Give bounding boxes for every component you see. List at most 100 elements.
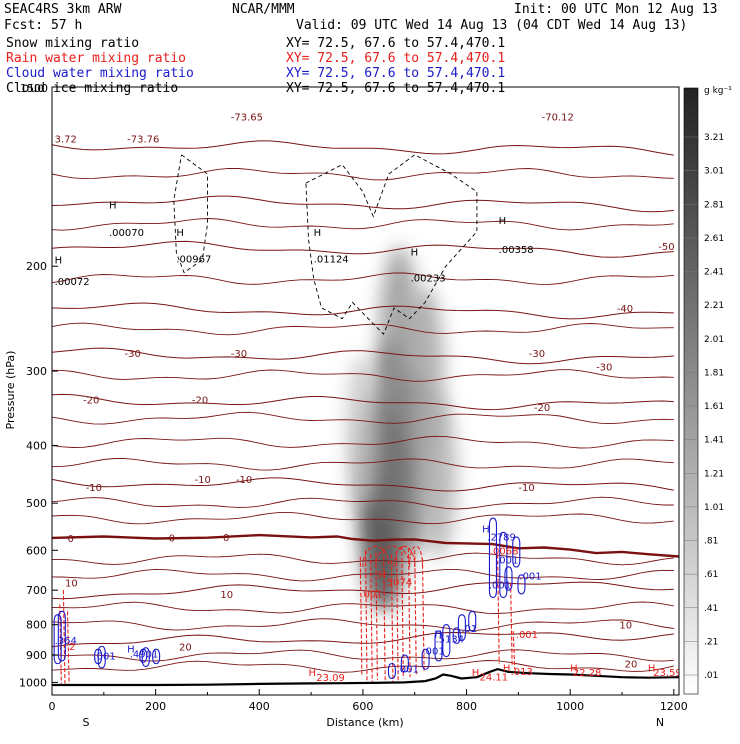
isotherm-minor-6: [52, 435, 674, 449]
field-max-label-35: 24.11: [480, 672, 509, 683]
cloud-water-blob-0: [53, 614, 62, 665]
cloud-water-blob-10: [434, 630, 443, 662]
field-max-label-0: H: [109, 201, 117, 212]
y-tick-label-900: 900: [26, 649, 47, 662]
plot-area: -73.65 -73.76 3.72 -70.12 -50 -40 -30 -30 -30 -30…: [52, 112, 679, 687]
field-max-label-11: .00072: [55, 277, 90, 288]
isotherm--30: [52, 347, 674, 365]
colorbar: g kg⁻¹ 3.21 3.01 2.81 2.61 2.41 2.21 2.01 1.81 1…: [683, 86, 732, 695]
colorbar-label-2: 2.81: [704, 200, 724, 210]
isotherm--20: [52, 393, 674, 411]
y-tick-label-700: 700: [26, 584, 47, 597]
field-max-label-5: .01124: [314, 254, 349, 265]
rain-column-6: [375, 552, 378, 680]
init-time: Init: 00 UTC Mon 12 Aug 13: [514, 2, 718, 17]
field-max-label-18: .001: [496, 556, 518, 567]
colorbar-label-12: .81: [704, 537, 718, 547]
y-tick-label-1000: 1000: [19, 676, 47, 689]
field-max-label-22: H: [434, 629, 442, 640]
isotherm-label-3: -70.12: [542, 112, 574, 123]
field-name-cloud-ice: Cloud ice mixing ratio: [6, 81, 178, 96]
y-tick-label-800: 800: [26, 619, 47, 632]
colorbar-label-5: 2.21: [704, 301, 724, 311]
isotherm-label-8: -30: [529, 349, 545, 360]
isotherm-label-7: -30: [231, 349, 247, 360]
field-max-label-10: H: [55, 256, 63, 267]
isotherm-label-16: -10: [86, 483, 102, 494]
cloud-ice-outline-0: [173, 154, 208, 274]
field-name-cloud-water: Cloud water mixing ratio: [6, 66, 194, 81]
field-max-label-37: .013: [511, 667, 533, 678]
field-xy-cloud-ice: XY= 72.5, 67.6 to 57.4,470.1: [286, 81, 505, 96]
field-name-rain: Rain water mixing ratio: [6, 51, 186, 66]
rain-column-3: [359, 556, 363, 676]
y-axis-title: Pressure (hPa): [4, 351, 17, 430]
rain-column-14: [497, 554, 500, 664]
field-xy-cloud-water: XY= 72.5, 67.6 to 57.4,470.1: [286, 66, 505, 81]
isotherm-minor-9: [52, 511, 674, 525]
isotherm-label-9: -30: [596, 363, 612, 374]
snow-shade-6: [345, 354, 381, 510]
rain-dome-0: [362, 545, 390, 567]
cloud-water-blob-6: [152, 648, 161, 665]
isotherm-label-0: -73.65: [231, 112, 263, 123]
rain-column-8: [390, 554, 394, 683]
rain-column-13: [421, 558, 425, 672]
field-name-snow: Snow mixing ratio: [6, 36, 139, 51]
x-tick-label-600: 600: [352, 700, 373, 713]
cloud-water-blob-14: [468, 610, 477, 632]
field-max-label-7: .00233: [411, 273, 446, 284]
rain-column-12: [414, 550, 417, 676]
isotherm-label-2: 3.72: [55, 134, 77, 145]
field-max-label-26: .01: [461, 624, 477, 635]
valid-time: Valid: 09 UTC Wed 14 Aug 13 (04 CDT Wed …: [296, 18, 687, 33]
colorbar-label-13: .61: [704, 570, 718, 580]
cloud-water-blob-17: [504, 566, 513, 591]
y-top-label: 1500: [20, 82, 48, 95]
isotherm-label-14: -10: [236, 475, 252, 486]
y-tick-label-200: 200: [26, 260, 47, 273]
rain-column-7: [383, 550, 386, 683]
field-max-label-34: H: [472, 668, 480, 679]
rain-dome-2: [393, 545, 416, 567]
forecast-hour: Fcst: 57 h: [4, 18, 82, 33]
field-max-label-16: .001: [360, 589, 382, 600]
colorbar-label-15: .21: [704, 637, 718, 647]
isotherm-label-18: 0: [169, 533, 175, 544]
colorbar-label-7: 1.81: [704, 368, 724, 378]
field-max-label-12: H: [482, 524, 490, 535]
isotherm--40: [52, 302, 674, 320]
y-tick-label-600: 600: [26, 544, 47, 557]
isotherm-label-10: -20: [83, 396, 99, 407]
isotherm-label-23: 20: [179, 642, 192, 653]
axes-layer: 0 200 400 600 800 1000 12001000900800700600500…: [19, 260, 688, 713]
isotherm-minor-5: [52, 411, 674, 425]
isotherm-label-22: 10: [619, 621, 632, 632]
field-max-label-2: H: [176, 228, 184, 239]
snow-shading-layer: [345, 246, 458, 612]
field-max-label-14: H: [378, 570, 386, 581]
colorbar-label-3: 2.61: [704, 234, 724, 244]
field-max-label-27: .364: [55, 636, 77, 647]
isotherm--60: [52, 195, 674, 213]
field-xy-snow: XY= 72.5, 67.6 to 57.4,470.1: [286, 36, 505, 51]
rain-column-11: [407, 548, 411, 678]
field-max-label-28: 2: [69, 642, 75, 653]
colorbar-gradient: [683, 87, 699, 695]
field-max-label-3: .00967: [176, 254, 211, 265]
isotherm-label-21: 10: [220, 590, 233, 601]
field-max-label-9: .00358: [499, 245, 534, 256]
isotherm-minor-10: [52, 552, 674, 566]
cloud-water-blob-13: [457, 614, 466, 641]
isotherm--70: [52, 140, 674, 156]
field-max-label-30: H: [127, 644, 135, 655]
isotherm-minor-11: [52, 568, 674, 582]
plot-frame: [51, 86, 680, 696]
rain-column-5: [370, 554, 373, 683]
field-max-label-25: .001: [397, 665, 419, 676]
isotherm-label-4: -50: [658, 242, 674, 253]
field-max-label-8: H: [499, 216, 507, 227]
x-tick-label-1000: 1000: [556, 700, 584, 713]
